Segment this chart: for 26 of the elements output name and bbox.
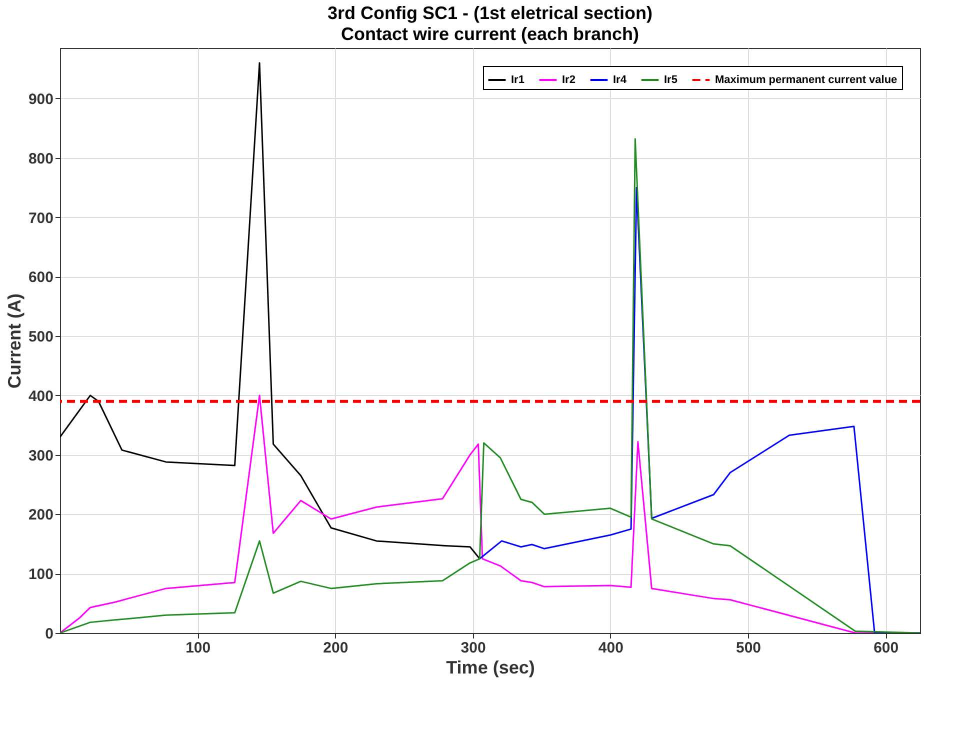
x-tick-label: 500 <box>736 640 762 656</box>
y-axis-title: Current (A) <box>4 294 24 388</box>
y-tick-label: 0 <box>45 626 54 642</box>
y-tick-label: 900 <box>28 90 54 108</box>
y-tick-label: 500 <box>28 328 54 346</box>
y-tick-label: 800 <box>28 150 54 168</box>
legend-label: Ir5 <box>664 74 678 86</box>
x-tick-label: 300 <box>460 640 486 656</box>
legend-label: Ir2 <box>562 74 576 86</box>
y-tick-label: 700 <box>28 210 54 227</box>
y-tick-label: 600 <box>28 269 54 286</box>
x-tick-label: 400 <box>598 640 624 656</box>
legend-label: Maximum permanent current value <box>715 74 898 86</box>
y-tick-label: 100 <box>28 566 54 584</box>
y-tick-label: 200 <box>28 506 54 524</box>
x-tick-label: 200 <box>323 640 348 656</box>
chart-title: 3rd Config SC1 - (1st eletrical section) <box>327 3 653 23</box>
x-tick-label: 100 <box>186 640 211 656</box>
chart-subtitle: Contact wire current (each branch) <box>340 24 640 44</box>
legend-label: Ir1 <box>511 74 524 86</box>
y-tick-label: 300 <box>28 447 54 464</box>
line-series <box>60 62 480 560</box>
x-tick-label: 600 <box>874 640 899 656</box>
y-tick-label: 400 <box>28 388 54 405</box>
x-axis-title: Time (sec) <box>446 658 535 678</box>
legend-label: Ir4 <box>613 74 628 86</box>
